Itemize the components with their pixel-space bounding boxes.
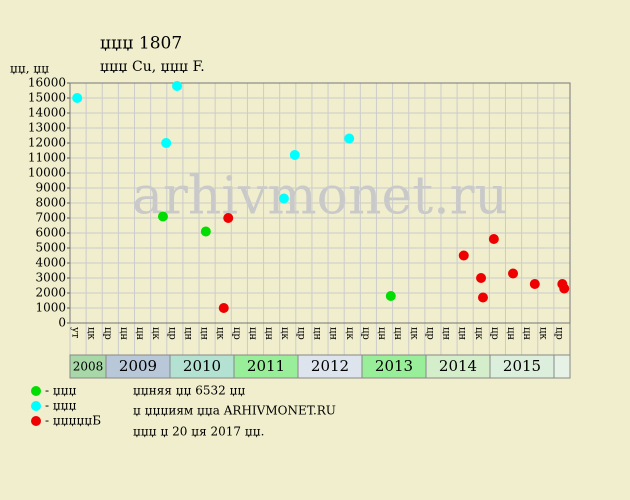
y-tick-label: 7000 (35, 211, 66, 225)
y-tick-label: 11000 (28, 151, 66, 165)
column-label: ут (70, 327, 81, 339)
column-label: цр (360, 327, 371, 340)
y-tick-label: 16000 (28, 76, 66, 90)
column-label: цн (441, 327, 452, 340)
column-label: цн (376, 327, 387, 340)
point (385, 291, 396, 301)
column-band (69, 322, 571, 356)
column-label: цн (118, 327, 129, 340)
y-tick-label: 3000 (35, 271, 66, 285)
note: џџџ џ 20 џя 2017 џџ. (133, 425, 264, 439)
point (289, 150, 300, 160)
column-label: цк (537, 327, 548, 340)
point (477, 292, 488, 303)
y-tick-label: 10000 (28, 166, 66, 180)
year-label: 2014 (439, 357, 477, 375)
column-label: цр (231, 327, 242, 340)
point (344, 133, 355, 144)
column-label: цр (553, 327, 564, 340)
plot-frame (69, 82, 571, 324)
y-tick-label: 6000 (35, 226, 66, 240)
y-tick-label: 15000 (28, 91, 66, 105)
point (508, 268, 519, 279)
y-tick-label: 0 (58, 316, 66, 330)
y-axis-label: џџ, џџ (10, 62, 49, 76)
point (200, 226, 211, 237)
column-label: цр (166, 327, 177, 340)
y-tick-label: 5000 (35, 241, 66, 255)
point (278, 193, 289, 204)
point (172, 81, 183, 91)
year-label: 2012 (311, 357, 349, 375)
y-tick-label: 1000 (35, 301, 66, 315)
column-label: цн (521, 327, 532, 340)
legend-marker (31, 386, 41, 396)
y-tick-label: 14000 (28, 106, 66, 120)
point (559, 283, 570, 294)
column-label: цк (408, 327, 419, 340)
column-label: цн (457, 327, 468, 340)
point (223, 213, 234, 223)
column-label: цк (215, 327, 226, 340)
year-label: 2013 (375, 357, 413, 375)
point (488, 234, 499, 244)
column-label: цк (473, 327, 484, 340)
point (72, 93, 83, 103)
y-tick-label: 13000 (28, 121, 66, 135)
legend-label: - џџџ (45, 399, 77, 413)
point (458, 250, 469, 261)
y-tick-label: 4000 (35, 256, 66, 270)
column-label: цн (392, 327, 403, 340)
point (476, 273, 487, 283)
column-label: цк (344, 327, 355, 340)
chart-title: џџџ 1807 (100, 34, 182, 54)
year-box (553, 354, 571, 379)
column-label: цк (279, 327, 290, 340)
point (218, 303, 229, 313)
column-label: цк (86, 327, 97, 340)
year-label: 2010 (183, 357, 221, 375)
column-label: цр (489, 327, 500, 340)
legend-label: - џџџџџБ (45, 414, 101, 428)
year-label: 2011 (247, 357, 285, 375)
y-tick-label: 9000 (35, 181, 66, 195)
legend-marker (31, 416, 41, 426)
legend-label: - џџџ (45, 384, 77, 398)
watermark: arhivmonet.ru (132, 167, 508, 227)
column-label: цн (328, 327, 339, 340)
note: џџняя џџ 6532 џџ (133, 384, 245, 398)
column-label: цк (150, 327, 161, 340)
column-label: цн (134, 327, 145, 340)
column-label: цр (424, 327, 435, 340)
note: џ џџџиям џџа ARHIVMONET.RU (133, 404, 336, 418)
column-label: цн (247, 327, 258, 340)
column-label: цр (102, 327, 113, 340)
column-label: цн (263, 327, 274, 340)
point (157, 211, 168, 222)
column-label: цн (199, 327, 210, 340)
column-label: цн (505, 327, 516, 340)
year-label: 2015 (503, 357, 541, 375)
column-label: цн (182, 327, 193, 340)
chart-subtitle: џџџ Cu, џџџ F. (100, 59, 205, 75)
y-tick-label: 12000 (28, 136, 66, 150)
legend-marker (31, 401, 41, 411)
year-label: 2008 (73, 360, 104, 374)
column-label: цр (295, 327, 306, 340)
column-label: цн (312, 327, 323, 340)
point (161, 138, 172, 148)
year-label: 2009 (119, 357, 157, 375)
point (529, 279, 540, 289)
y-tick-label: 8000 (35, 196, 66, 210)
y-tick-label: 2000 (35, 286, 66, 300)
